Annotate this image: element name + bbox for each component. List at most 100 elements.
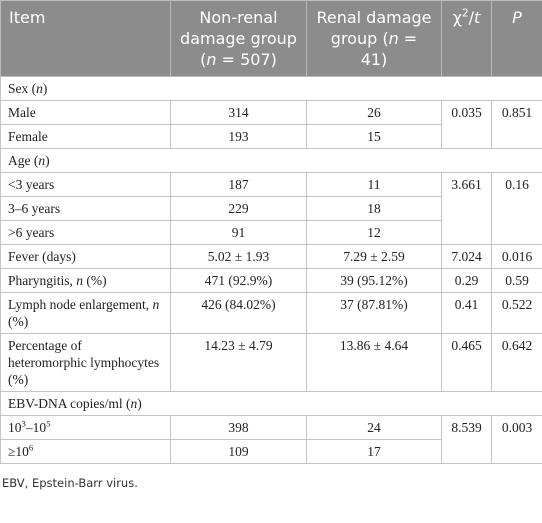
table-body: Sex (n) Male 314 26 0.035 0.851 Female 193 15 Age… — [0, 76, 542, 464]
row-label: Male — [0, 100, 171, 125]
statistic-cell: 0.41 — [441, 292, 492, 334]
row-label: Percentage of heteromorphic lymphocytes … — [0, 333, 171, 392]
text-segment: 10 — [8, 420, 22, 435]
value-cell: 314 — [170, 100, 307, 125]
value-cell: 15 — [306, 124, 442, 149]
text-segment: Non-renal damage group ( — [180, 8, 297, 69]
value-cell: 37 (87.81%) — [306, 292, 442, 334]
section-label: Age (n) — [0, 148, 542, 173]
text-segment: Item — [9, 8, 46, 27]
text-segment: n — [38, 153, 46, 168]
text-segment: 3 — [21, 418, 26, 429]
value-cell: 187 — [170, 172, 307, 197]
header-cell: P — [491, 0, 542, 77]
text-segment: <3 years — [8, 177, 55, 192]
value-cell: 7.29 ± 2.59 — [306, 244, 442, 269]
row-label: Lymph node enlargement, n (%) — [0, 292, 171, 334]
header-cell: Item — [0, 0, 171, 77]
footnote: EBV, Epstein-Barr virus. — [2, 476, 138, 490]
text-segment: ) — [137, 396, 142, 411]
text-segment: t — [473, 8, 481, 27]
text-segment: Percentage of heteromorphic lymphocytes … — [8, 338, 160, 387]
header-cell: Non-renal damage group (n = 507) — [170, 0, 307, 77]
value-cell: 17 — [306, 439, 442, 464]
table-header: Item Non-renal damage group (n = 507) Rena… — [0, 0, 542, 77]
text-segment: / — [468, 8, 474, 27]
text-segment: EBV-DNA copies/ml ( — [8, 396, 131, 411]
text-segment: Pharyngitis, — [8, 273, 77, 288]
table-row: Fever (days) 5.02 ± 1.93 7.29 ± 2.59 7.024 0… — [0, 244, 542, 269]
text-segment: ) — [45, 153, 50, 168]
p-value-cell: 0.59 — [491, 268, 542, 293]
p-value-cell: 0.642 — [491, 333, 542, 392]
value-cell: 193 — [170, 124, 307, 149]
value-cell: 13.86 ± 4.64 — [306, 333, 442, 392]
value-cell: 18 — [306, 196, 442, 221]
statistic-cell: 3.661 — [441, 172, 492, 245]
statistic-cell: 8.539 — [441, 415, 492, 464]
table-row: Sex (n) — [0, 76, 542, 101]
section-label: EBV-DNA copies/ml (n) — [0, 391, 542, 416]
value-cell: 24 — [306, 415, 442, 440]
table-row: ≥106 109 17 — [0, 439, 542, 464]
value-cell: 109 — [170, 439, 307, 464]
table-row: Age (n) — [0, 148, 542, 173]
text-segment: Lymph node enlargement, — [8, 297, 153, 312]
text-segment: n — [388, 29, 399, 48]
text-segment: 2 — [461, 7, 469, 20]
row-label: <3 years — [0, 172, 171, 197]
text-segment: Age ( — [8, 153, 39, 168]
table-row: <3 years 187 11 3.661 0.16 — [0, 172, 542, 245]
value-cell: 5.02 ± 1.93 — [170, 244, 307, 269]
p-value-cell: 0.016 — [491, 244, 542, 269]
header-cell: Renal damage group (n = 41) — [306, 0, 442, 77]
text-segment: Male — [8, 105, 36, 120]
text-segment: n — [206, 50, 217, 69]
text-segment: Sex ( — [8, 81, 37, 96]
text-segment: >6 years — [8, 225, 55, 240]
value-cell: 39 (95.12%) — [306, 268, 442, 293]
value-cell: 426 (84.02%) — [170, 292, 307, 334]
header-row: Item Non-renal damage group (n = 507) Rena… — [0, 0, 542, 77]
text-segment: n — [76, 273, 84, 288]
value-cell: 26 — [306, 100, 442, 125]
text-segment: 3–6 years — [8, 201, 61, 216]
statistic-cell: 7.024 — [441, 244, 492, 269]
value-cell: 14.23 ± 4.79 — [170, 333, 307, 392]
table-row: Lymph node enlargement, n (%) 426 (84.02%… — [0, 292, 542, 334]
text-segment: = 507) — [216, 50, 277, 69]
p-value-cell: 0.851 — [491, 100, 542, 149]
p-value-cell: 0.003 — [491, 415, 542, 464]
text-segment: χ — [452, 8, 462, 27]
row-label: 103–105 — [0, 415, 171, 440]
value-cell: 11 — [306, 172, 442, 197]
p-value-cell: 0.16 — [491, 172, 542, 245]
text-segment: Renal damage group ( — [316, 8, 432, 48]
table-row: Male 314 26 0.035 0.851 — [0, 100, 542, 149]
table-row: >6 years 91 12 — [0, 220, 542, 245]
row-label: Female — [0, 124, 171, 149]
table-row: EBV-DNA copies/ml (n) — [0, 391, 542, 416]
text-segment: Female — [8, 129, 48, 144]
statistic-cell: 0.035 — [441, 100, 492, 149]
value-cell: 398 — [170, 415, 307, 440]
table-row: 3–6 years 229 18 — [0, 196, 542, 221]
row-label: >6 years — [0, 220, 171, 245]
statistic-cell: 0.29 — [441, 268, 492, 293]
row-label: Pharyngitis, n (%) — [0, 268, 171, 293]
text-segment: 5 — [46, 418, 51, 429]
table-row: Pharyngitis, n (%) 471 (92.9%) 39 (95.12%)… — [0, 268, 542, 293]
table-row: Percentage of heteromorphic lymphocytes … — [0, 333, 542, 392]
p-value-cell: 0.522 — [491, 292, 542, 334]
text-segment: n — [152, 297, 160, 312]
value-cell: 12 — [306, 220, 442, 245]
text-segment: n — [130, 396, 138, 411]
row-label: 3–6 years — [0, 196, 171, 221]
text-segment: (%) — [83, 273, 107, 288]
text-segment: n — [36, 81, 43, 96]
text-segment: –10 — [25, 420, 47, 435]
value-cell: 471 (92.9%) — [170, 268, 307, 293]
statistic-cell: 0.465 — [441, 333, 492, 392]
value-cell: 229 — [170, 196, 307, 221]
